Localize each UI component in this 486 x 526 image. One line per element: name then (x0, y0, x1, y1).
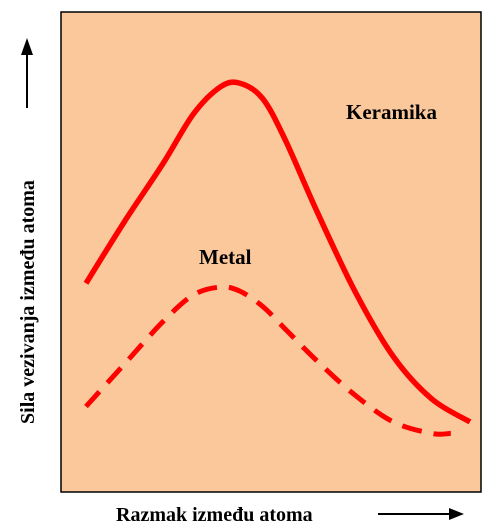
plot-area (60, 11, 482, 493)
x-axis-arrow (378, 508, 464, 520)
y-axis-label: Sila vezivanja između atoma (17, 180, 39, 424)
series-line-keramika (83, 79, 472, 425)
series-label-metal: Metal (199, 245, 252, 269)
series-layer (83, 79, 472, 437)
x-axis-label: Razmak između atoma (116, 504, 313, 526)
y-axis-arrow (21, 38, 33, 108)
series-line-metal (84, 284, 451, 437)
series-label-keramika: Keramika (346, 100, 437, 124)
